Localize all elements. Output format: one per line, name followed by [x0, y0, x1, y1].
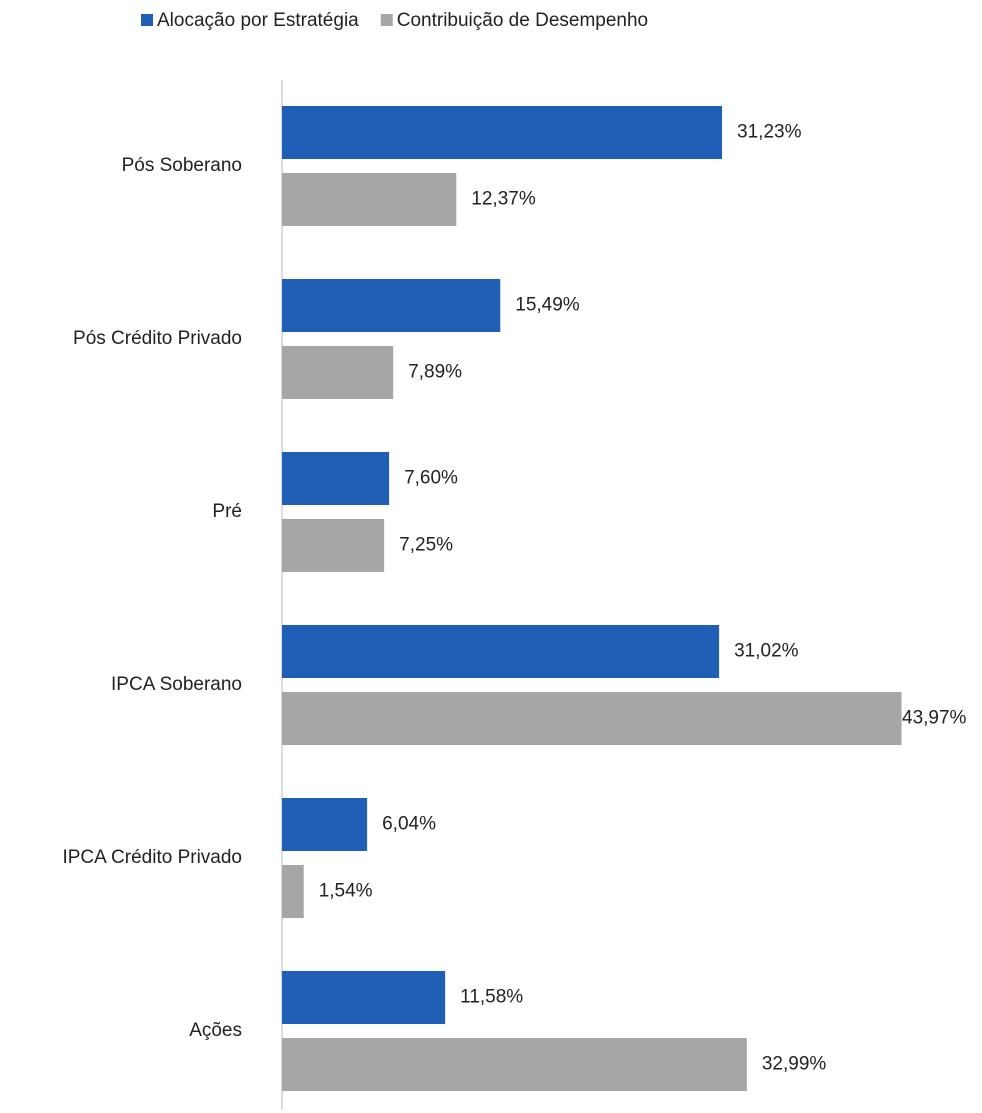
category-label: IPCA Soberano [111, 674, 242, 695]
value-label: 7,25% [399, 535, 453, 556]
bar [282, 625, 720, 678]
bar [282, 798, 368, 851]
value-label: 12,37% [471, 189, 536, 210]
value-label: 6,04% [382, 814, 436, 835]
bar [282, 519, 385, 572]
legend-label: Alocação por Estratégia [157, 10, 359, 31]
bar [282, 106, 723, 159]
bar [282, 173, 457, 226]
value-label: 7,89% [408, 362, 462, 383]
bar [282, 692, 902, 745]
value-label: 1,54% [319, 881, 373, 902]
category-label: IPCA Crédito Privado [62, 847, 242, 868]
value-label: 15,49% [515, 295, 580, 316]
bar [282, 865, 304, 918]
legend-swatch [380, 14, 393, 26]
category-label: Pós Soberano [122, 155, 242, 176]
bar [282, 346, 394, 399]
bar [282, 1038, 747, 1091]
category-label: Ações [189, 1020, 242, 1041]
category-label: Pós Crédito Privado [73, 328, 242, 349]
value-label: 31,23% [737, 122, 802, 143]
legend-label: Contribuição de Desempenho [397, 10, 648, 31]
value-label: 31,02% [734, 641, 799, 662]
bar [282, 971, 446, 1024]
bar [282, 452, 390, 505]
bar [282, 279, 501, 332]
legend-swatch [141, 14, 153, 26]
value-label: 32,99% [762, 1054, 827, 1075]
category-label: Pré [212, 501, 242, 522]
value-label: 43,97% [902, 708, 967, 729]
value-label: 11,58% [460, 987, 523, 1008]
value-label: 7,60% [404, 468, 458, 489]
